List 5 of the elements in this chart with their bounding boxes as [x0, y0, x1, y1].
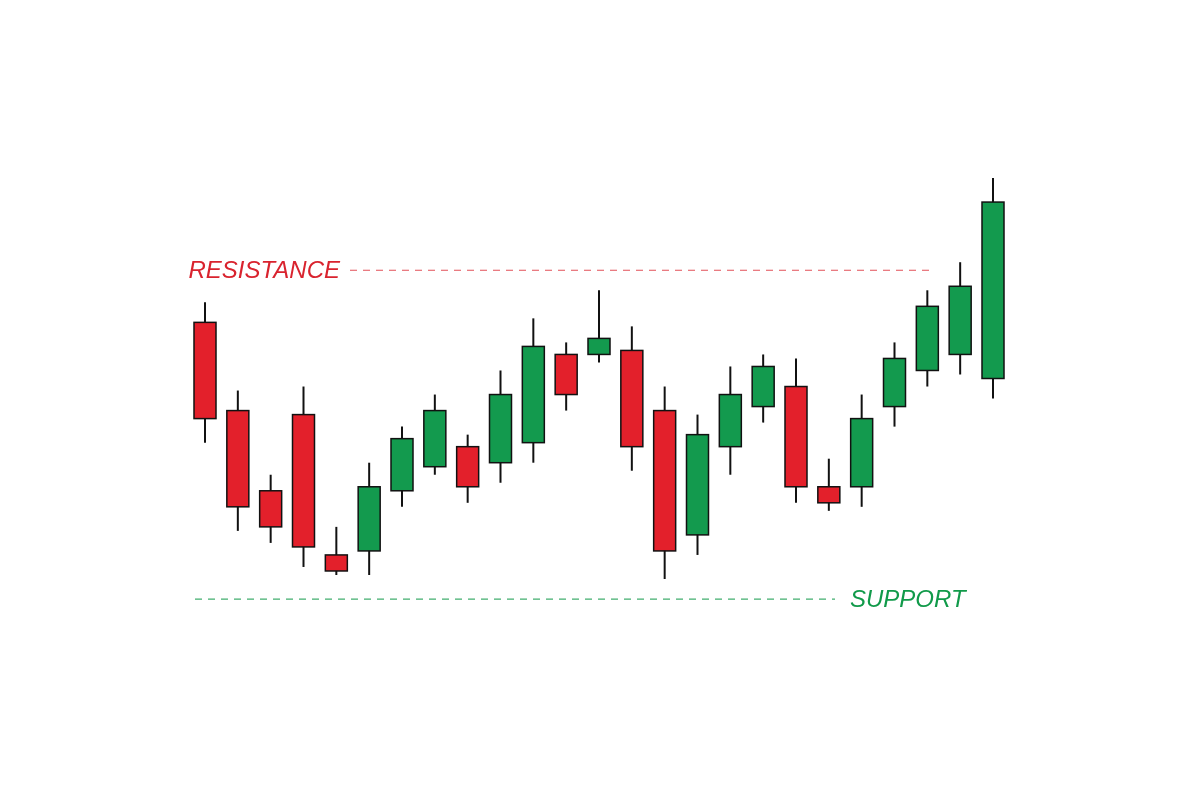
- ref-line-label: SUPPORT: [850, 585, 968, 613]
- candlestick: [324, 525, 349, 576]
- candlestick: [817, 457, 841, 512]
- candlestick: [587, 289, 611, 364]
- ref-line-label: RESISTANCE: [188, 256, 341, 284]
